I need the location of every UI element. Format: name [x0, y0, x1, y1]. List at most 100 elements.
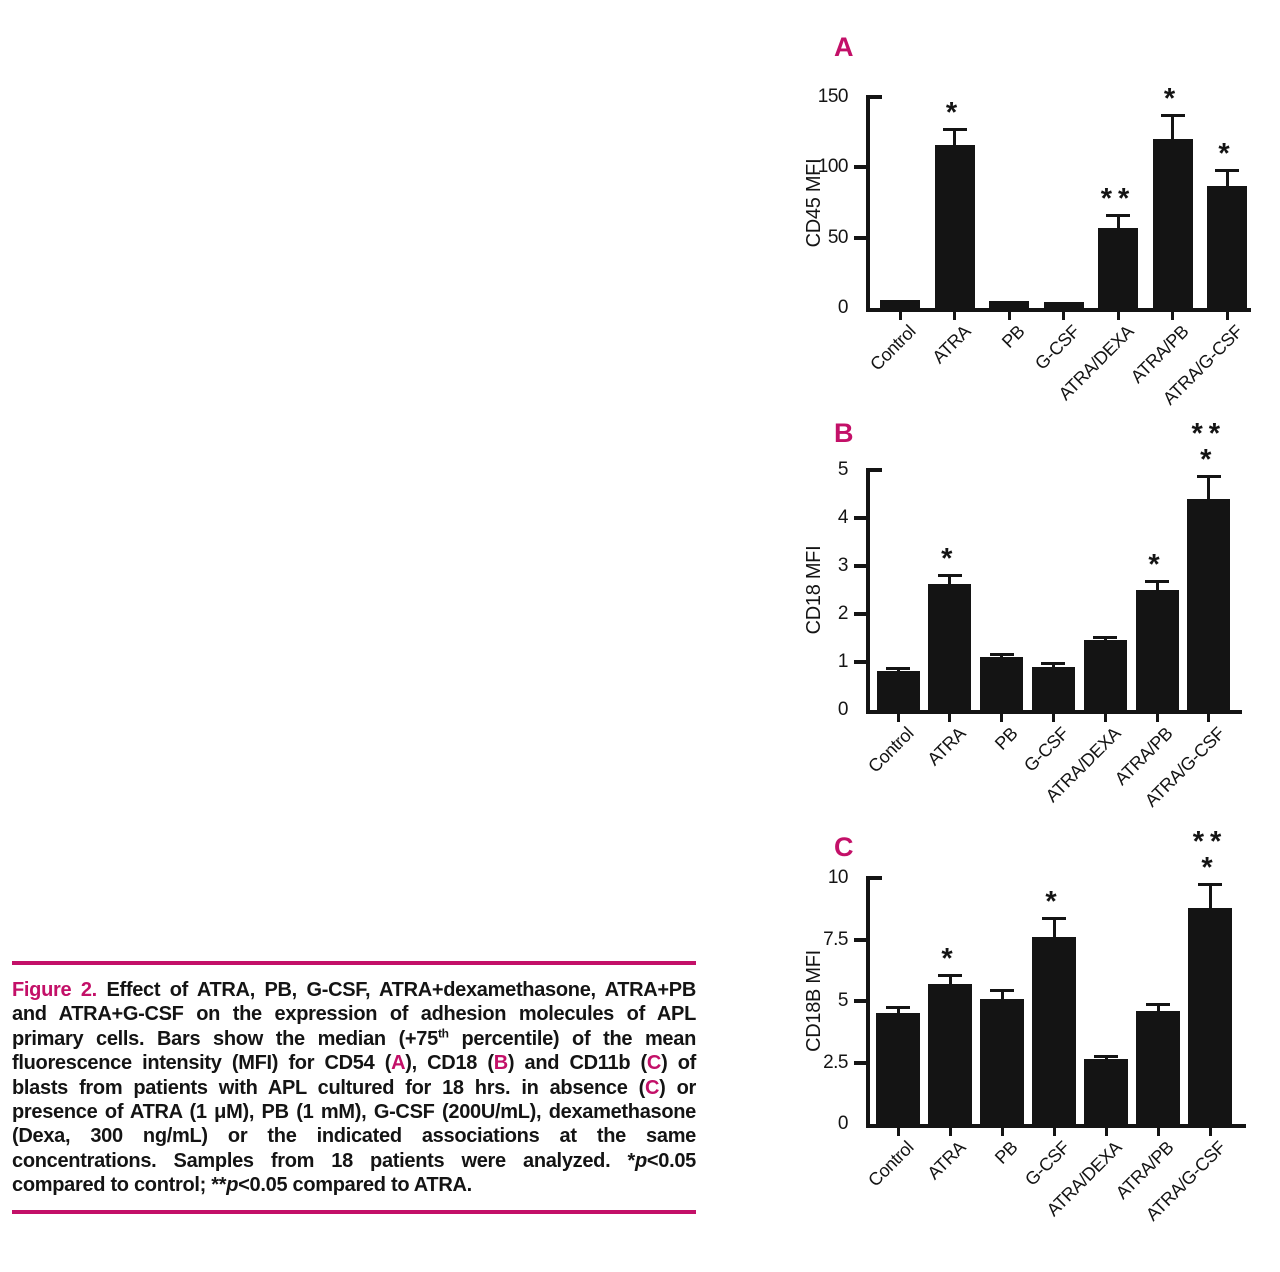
y-tick-label: 4	[837, 507, 849, 528]
significance-stars: *	[1128, 84, 1218, 113]
x-tick-mark	[1103, 714, 1107, 722]
error-bar-cap	[1145, 580, 1169, 584]
x-tick-mark	[896, 714, 900, 722]
error-bar-cap	[1198, 882, 1222, 886]
caption-accent-text: A	[391, 1052, 406, 1075]
error-bar-cap	[990, 988, 1014, 992]
y-tick-label: 50	[827, 226, 849, 248]
bar-atra-g-csf	[1187, 498, 1231, 710]
caption-segment: ) or presence of ATRA (1 μM), PB (1 mM),…	[12, 1076, 696, 1172]
caption-segment: ), CD18 (	[405, 1052, 494, 1075]
y-axis-line	[866, 95, 870, 312]
y-tick-label: 100	[817, 156, 849, 178]
caption-segment: p	[226, 1174, 239, 1197]
caption-segment: Effect of ATRA, PB, G-CSF, ATRA+dexameth…	[12, 979, 696, 1050]
error-bar-stem	[953, 127, 956, 145]
y-tick-label: 0	[837, 297, 849, 318]
error-bar-cap	[886, 1005, 910, 1009]
bar-atra	[934, 144, 975, 308]
x-tick-mark	[1000, 1128, 1004, 1136]
y-tick-mark	[869, 876, 882, 880]
bar-atra-dexa	[1084, 1058, 1128, 1124]
caption-segment: p	[634, 1149, 647, 1172]
caption-text: Figure 2. Effect of ATRA, PB, G-CSF, ATR…	[12, 978, 696, 1198]
error-bar-stem	[1208, 882, 1212, 908]
significance-stars: **	[1073, 182, 1163, 215]
bar-control	[876, 1013, 920, 1124]
star-row: *	[1218, 137, 1236, 170]
y-axis-label: CD18 MFI	[803, 545, 825, 635]
error-bar-cap	[1093, 635, 1118, 639]
bar-atra-pb	[1136, 1010, 1180, 1124]
star-row: *	[945, 96, 964, 129]
chart-cd18-mfi: B CD18 MFI 0 1 2 3 4 5 Control * ATRA PB G-CSF ATRA/D…	[780, 410, 1280, 825]
error-bar-stem	[1225, 168, 1229, 186]
error-bar-stem	[948, 573, 952, 585]
caption-accent-text: C	[644, 1076, 660, 1099]
error-bar-cap	[938, 973, 962, 977]
bar-pb	[980, 657, 1024, 710]
error-bar-stem	[1155, 580, 1159, 590]
error-bar-cap	[1106, 213, 1130, 217]
significance-stars: *	[910, 96, 1000, 129]
bar-atra-dexa	[1098, 227, 1138, 308]
error-bar-stem	[1116, 213, 1120, 228]
error-bar-cap	[1041, 662, 1066, 665]
y-tick-label: 2	[837, 603, 849, 624]
x-tick-mark	[1207, 714, 1211, 722]
x-tick-mark	[948, 714, 952, 722]
error-bar-cap	[1160, 113, 1185, 117]
bar-g-csf	[1032, 937, 1076, 1124]
y-tick-label: 10	[827, 867, 849, 888]
error-bar-cap	[1196, 474, 1221, 478]
error-bar-cap	[1094, 1055, 1118, 1059]
caption-segment: <0.05 compared to control; **	[12, 1149, 696, 1197]
panel-letter: B	[834, 418, 854, 448]
y-tick-mark	[854, 999, 866, 1003]
y-tick-mark	[854, 612, 866, 616]
panel-letter: C	[834, 832, 854, 862]
y-tick-mark	[869, 468, 882, 472]
error-bar-cap	[886, 666, 910, 670]
star-row: **	[1100, 182, 1136, 215]
significance-stars: *	[1009, 886, 1099, 919]
panel-letter: A	[834, 32, 854, 62]
error-bar-stem	[1171, 113, 1174, 140]
y-tick-mark	[854, 516, 866, 520]
x-tick-mark	[1051, 714, 1055, 722]
bar-atra	[928, 584, 972, 710]
error-bar-cap	[937, 573, 962, 577]
x-tick-mark	[896, 1128, 900, 1136]
star-row: *	[1201, 851, 1219, 884]
error-bar-stem	[1156, 1003, 1160, 1011]
x-tick-mark	[1007, 312, 1011, 320]
error-bar-stem	[1000, 988, 1004, 999]
error-bar-cap	[989, 653, 1014, 657]
bar-atra-pb	[1152, 139, 1193, 308]
y-tick-label: 7.5	[823, 928, 848, 950]
y-tick-label: 0	[837, 1113, 849, 1134]
y-tick-mark	[854, 1060, 866, 1065]
x-tick-mark	[1156, 1128, 1160, 1136]
star-row: **	[1191, 417, 1227, 450]
caption-accent-text: C	[646, 1052, 662, 1075]
x-tick-mark	[898, 312, 902, 320]
bar-atra-g-csf	[1188, 907, 1232, 1124]
x-axis-line	[866, 710, 1242, 714]
bar-atra-g-csf	[1207, 185, 1247, 308]
y-tick-label: 0	[837, 699, 849, 720]
x-tick-mark	[1000, 714, 1004, 722]
x-tick-mark	[1062, 312, 1065, 320]
y-tick-mark	[869, 95, 882, 99]
caption-segment: percentile) of the mean fluorescence int…	[12, 1027, 696, 1075]
star-row: *	[1045, 886, 1063, 919]
y-tick-mark	[854, 165, 866, 170]
x-tick-mark	[1052, 1128, 1056, 1136]
error-bar-cap	[1215, 168, 1239, 172]
star-row: *	[1148, 549, 1166, 582]
bar-pb	[989, 300, 1029, 308]
error-bar-cap	[1146, 1003, 1170, 1007]
caption-segment: <0.05 compared to ATRA.	[238, 1174, 472, 1197]
error-bar-cap	[942, 127, 967, 131]
x-tick-mark	[953, 312, 956, 320]
